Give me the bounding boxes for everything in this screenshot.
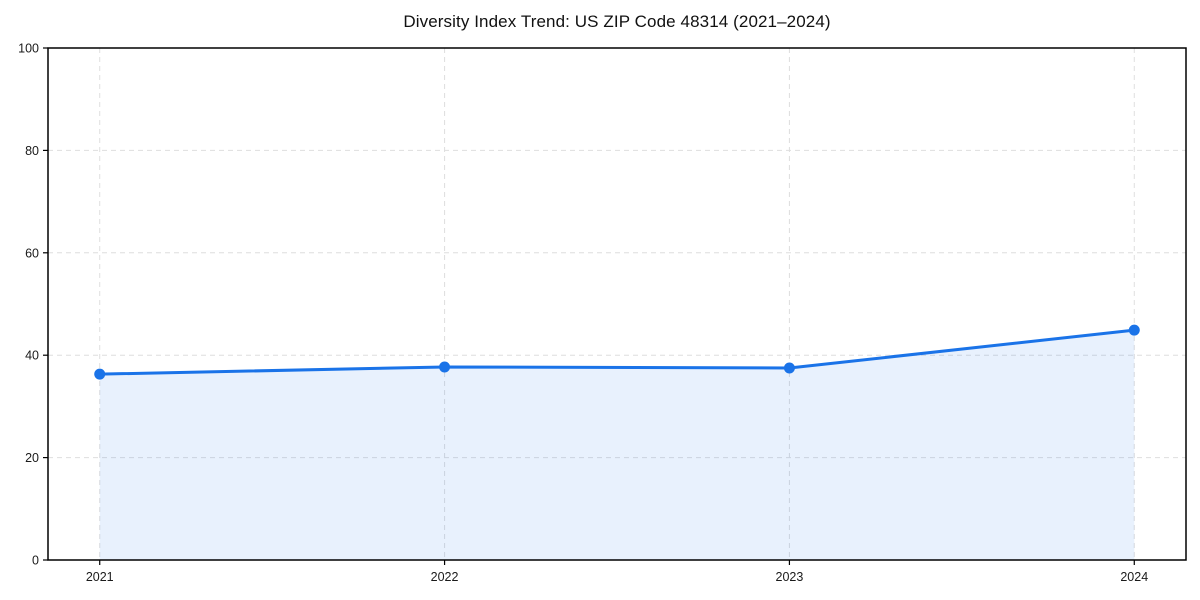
x-axis-tick-label: 2022 bbox=[431, 570, 459, 584]
x-axis-tick-label: 2021 bbox=[86, 570, 114, 584]
chart-title: Diversity Index Trend: US ZIP Code 48314… bbox=[403, 12, 831, 31]
y-axis-tick-label: 40 bbox=[25, 349, 39, 363]
y-axis-tick-label: 80 bbox=[25, 144, 39, 158]
plot-border bbox=[47, 47, 1187, 561]
series-line bbox=[98, 328, 1136, 376]
series-area-fill bbox=[99, 330, 1135, 560]
data-point bbox=[783, 362, 795, 374]
data-point bbox=[1128, 324, 1140, 336]
x-axis-tick-label: 2023 bbox=[776, 570, 804, 584]
data-point bbox=[94, 368, 106, 380]
y-axis-tick-label: 20 bbox=[25, 451, 39, 465]
y-axis-tick-label: 0 bbox=[32, 554, 39, 568]
y-axis-tick-label: 60 bbox=[25, 246, 39, 260]
y-axis-tick-label: 100 bbox=[18, 42, 39, 56]
data-point bbox=[439, 361, 451, 373]
x-axis-tick-label: 2024 bbox=[1120, 570, 1148, 584]
